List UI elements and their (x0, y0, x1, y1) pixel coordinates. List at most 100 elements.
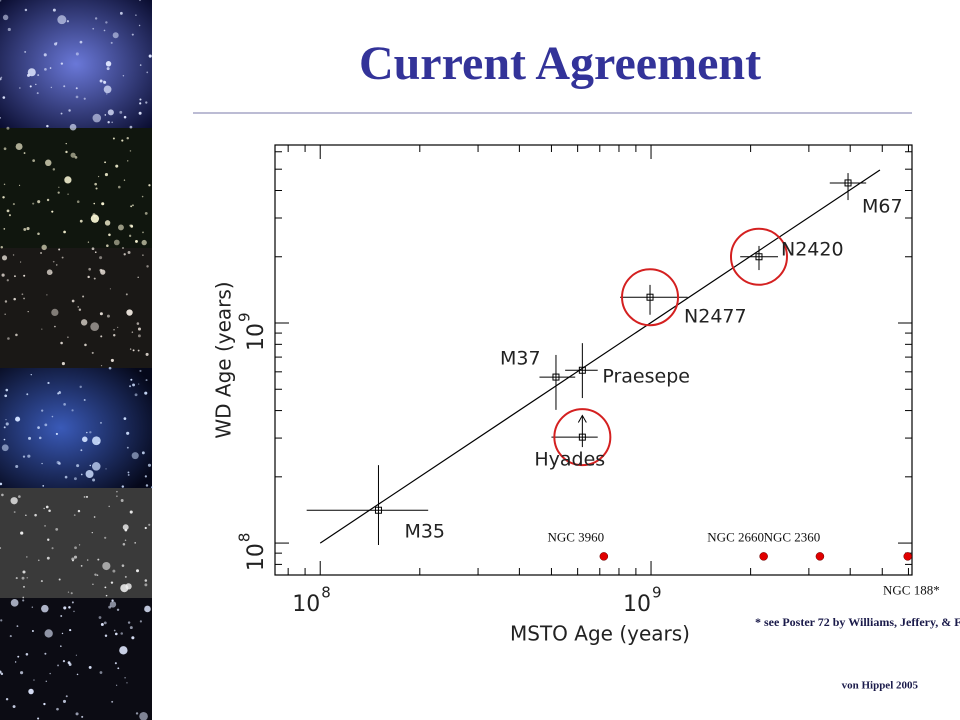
pending-label: NGC 3960 (547, 529, 604, 544)
star (6, 209, 10, 213)
x-axis-label: MSTO Age (years) (510, 622, 690, 646)
star (71, 299, 75, 303)
star (128, 234, 132, 237)
star (0, 670, 2, 674)
x-tick-label: 10 (623, 592, 651, 617)
star (126, 136, 129, 140)
star (141, 451, 145, 455)
highlight-ring (553, 408, 612, 467)
star (104, 172, 109, 177)
star (108, 505, 111, 508)
star (45, 159, 52, 167)
photo-cluster (0, 488, 152, 598)
star (63, 403, 66, 406)
star (37, 559, 40, 562)
star (44, 423, 48, 427)
star (106, 244, 109, 247)
star (52, 260, 55, 263)
photo-cluster (0, 598, 152, 720)
star (3, 228, 6, 230)
star (144, 526, 147, 530)
star (83, 496, 86, 498)
y-tick-label: 10 (244, 543, 269, 571)
star (146, 265, 149, 268)
star (122, 542, 126, 546)
star (122, 74, 125, 77)
star (97, 175, 100, 178)
pending-point (903, 552, 912, 561)
star (131, 452, 139, 460)
star (43, 507, 45, 510)
star (81, 715, 84, 718)
star (6, 279, 9, 282)
star (17, 655, 20, 658)
star (90, 214, 100, 223)
star (76, 673, 79, 676)
star (109, 601, 117, 608)
star (7, 337, 10, 340)
star (126, 160, 129, 162)
star (117, 667, 120, 670)
star (58, 578, 61, 581)
star (124, 575, 127, 578)
star (52, 168, 56, 171)
star (1, 255, 8, 261)
star (139, 102, 142, 105)
star (116, 495, 118, 498)
star (144, 583, 148, 587)
star (67, 193, 69, 195)
star (91, 531, 93, 534)
star (22, 599, 25, 602)
star (67, 336, 69, 339)
star (12, 254, 15, 256)
star (4, 313, 6, 315)
point (374, 506, 382, 514)
star (73, 477, 77, 481)
star (49, 672, 51, 675)
star (27, 68, 36, 77)
star (129, 348, 132, 350)
star (114, 632, 118, 636)
photo-cluster (0, 248, 152, 368)
star (44, 652, 47, 655)
star (41, 409, 44, 412)
star (51, 547, 54, 550)
star (104, 586, 107, 589)
star (15, 416, 21, 422)
star (145, 484, 149, 487)
footnote: * see Poster 72 by Williams, Jeffery, & … (755, 615, 960, 629)
star (145, 101, 148, 104)
star (100, 622, 104, 626)
star (111, 599, 114, 602)
star (70, 152, 76, 158)
star (144, 211, 148, 215)
star (58, 186, 60, 188)
star (129, 125, 133, 129)
star (21, 576, 25, 580)
star (77, 509, 81, 513)
star (55, 527, 59, 531)
star (139, 369, 142, 373)
star (82, 295, 85, 298)
star (65, 150, 68, 154)
star (61, 632, 64, 635)
star (37, 232, 40, 236)
star (27, 310, 29, 313)
star (89, 431, 92, 434)
star (32, 159, 36, 163)
star (0, 117, 1, 119)
star (117, 326, 119, 329)
star (2, 14, 9, 21)
star (76, 200, 80, 203)
star (80, 449, 83, 452)
point-label: M37 (500, 348, 541, 370)
star (138, 24, 141, 27)
star (103, 29, 106, 32)
star (12, 203, 15, 206)
star (139, 98, 142, 101)
star (144, 579, 148, 582)
x-tick-power: 8 (321, 584, 331, 602)
star (26, 556, 28, 558)
star (119, 646, 128, 655)
star (97, 558, 100, 561)
